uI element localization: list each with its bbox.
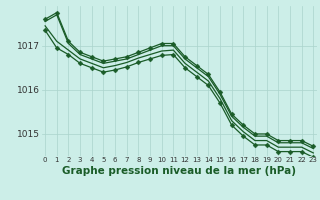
X-axis label: Graphe pression niveau de la mer (hPa): Graphe pression niveau de la mer (hPa) — [62, 166, 296, 176]
